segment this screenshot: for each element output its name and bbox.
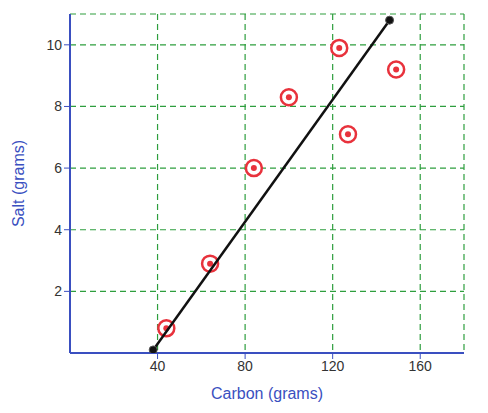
svg-text:Salt (grams): Salt (grams): [10, 140, 27, 227]
svg-text:2: 2: [54, 283, 62, 299]
svg-text:40: 40: [150, 358, 166, 374]
svg-text:8: 8: [54, 98, 62, 114]
svg-text:160: 160: [409, 358, 433, 374]
svg-text:120: 120: [321, 358, 345, 374]
svg-text:80: 80: [237, 358, 253, 374]
svg-text:10: 10: [46, 37, 62, 53]
svg-text:6: 6: [54, 160, 62, 176]
svg-text:4: 4: [54, 222, 62, 238]
svg-text:Carbon (grams): Carbon (grams): [211, 385, 323, 402]
